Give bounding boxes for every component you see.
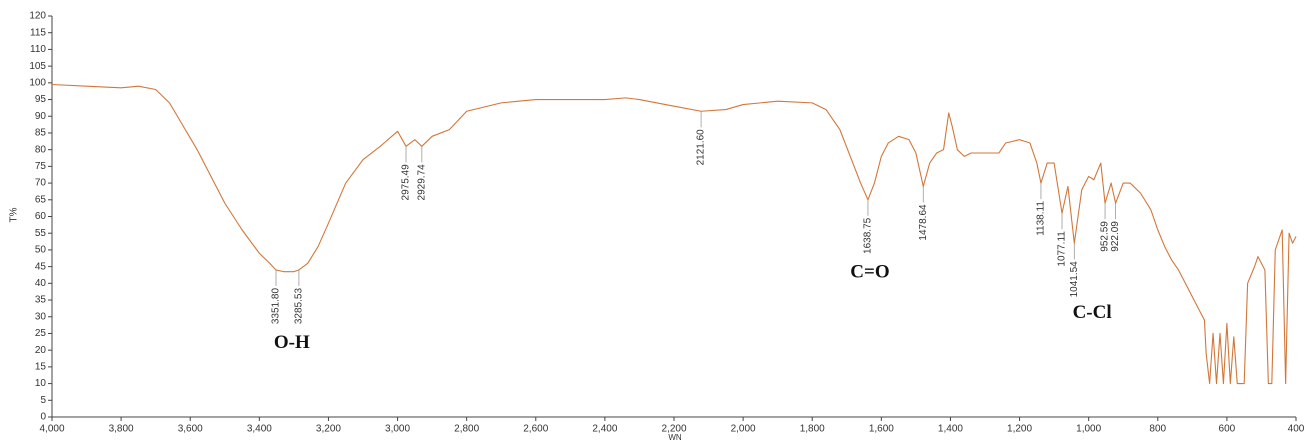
x-tick-label: 2,600 bbox=[523, 424, 548, 435]
x-tick-label: 3,600 bbox=[178, 424, 203, 435]
peak-label: 1638.75 bbox=[863, 217, 874, 254]
x-tick-label: 4,000 bbox=[39, 424, 64, 435]
x-tick-label: 2,400 bbox=[592, 424, 617, 435]
peak-label: 1478.64 bbox=[918, 204, 929, 241]
x-axis-label: WN bbox=[668, 433, 682, 442]
x-tick-label: 3,000 bbox=[385, 424, 410, 435]
group-label: C=O bbox=[850, 262, 889, 283]
y-tick-label: 20 bbox=[35, 345, 47, 356]
y-tick-label: 0 bbox=[40, 412, 46, 423]
x-tick-label: 1,800 bbox=[800, 424, 825, 435]
peak-label: 3285.53 bbox=[294, 288, 305, 325]
y-tick-label: 10 bbox=[35, 378, 47, 389]
y-tick-label: 60 bbox=[35, 211, 47, 222]
x-tick-label: 1,000 bbox=[1076, 424, 1101, 435]
x-tick-label: 2,200 bbox=[661, 424, 686, 435]
y-tick-label: 70 bbox=[35, 178, 47, 189]
peak-label: 3351.80 bbox=[271, 288, 282, 325]
y-tick-label: 80 bbox=[35, 144, 47, 155]
y-tick-label: 65 bbox=[35, 194, 47, 205]
peak-label: 2975.49 bbox=[401, 164, 412, 201]
x-tick-label: 2,000 bbox=[731, 424, 756, 435]
y-tick-label: 120 bbox=[29, 11, 46, 22]
x-tick-label: 1,400 bbox=[938, 424, 963, 435]
x-tick-label: 1,600 bbox=[869, 424, 894, 435]
y-tick-label: 55 bbox=[35, 228, 47, 239]
x-tick-label: 1,200 bbox=[1007, 424, 1032, 435]
peak-label: 1041.54 bbox=[1069, 261, 1080, 298]
y-axis-label: T% bbox=[9, 207, 20, 222]
spectrum-line bbox=[51, 83, 1297, 385]
y-tick-label: 85 bbox=[35, 128, 47, 139]
y-tick-label: 115 bbox=[30, 27, 46, 38]
y-tick-label: 50 bbox=[35, 245, 47, 256]
x-tick-label: 3,800 bbox=[109, 424, 134, 435]
y-tick-label: 5 bbox=[40, 395, 46, 406]
peak-label: 952.59 bbox=[1100, 221, 1111, 252]
peak-label: 2929.74 bbox=[416, 164, 427, 201]
peak-label: 1077.11 bbox=[1057, 231, 1068, 267]
x-tick-label: 3,200 bbox=[316, 424, 341, 435]
y-tick-label: 95 bbox=[35, 94, 47, 105]
y-tick-label: 105 bbox=[29, 61, 46, 72]
y-tick-label: 90 bbox=[35, 111, 47, 122]
group-label: O-H bbox=[274, 332, 310, 353]
y-tick-label: 35 bbox=[35, 295, 47, 306]
y-tick-label: 45 bbox=[35, 261, 47, 272]
y-tick-label: 75 bbox=[35, 161, 47, 172]
x-tick-label: 2,800 bbox=[454, 424, 479, 435]
peak-label: 1138.11 bbox=[1036, 201, 1047, 236]
x-tick-label: 400 bbox=[1288, 424, 1304, 435]
x-tick-label: 600 bbox=[1219, 424, 1236, 435]
peak-label: 2121.60 bbox=[696, 129, 707, 166]
y-tick-label: 30 bbox=[35, 311, 47, 322]
x-tick-label: 800 bbox=[1149, 424, 1166, 435]
y-tick-label: 15 bbox=[35, 362, 47, 373]
y-tick-label: 110 bbox=[30, 44, 46, 55]
x-tick-label: 3,400 bbox=[247, 424, 272, 435]
y-tick-label: 40 bbox=[35, 278, 47, 289]
peak-label: 922.09 bbox=[1110, 221, 1121, 252]
y-tick-label: 100 bbox=[29, 77, 46, 88]
group-label: C-Cl bbox=[1073, 302, 1112, 323]
y-tick-label: 25 bbox=[35, 328, 47, 339]
